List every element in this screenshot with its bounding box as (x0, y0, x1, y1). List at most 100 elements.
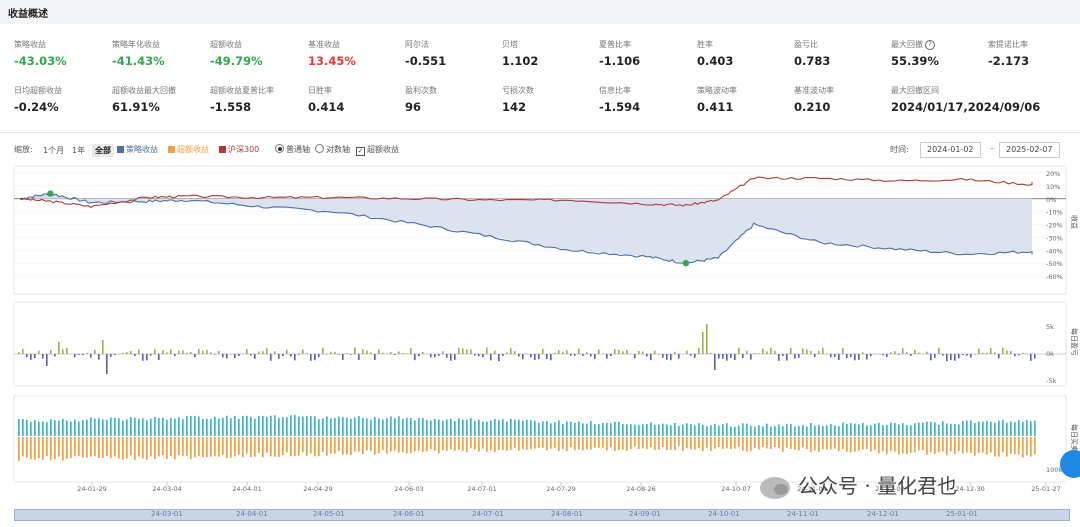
pnl-bar (594, 354, 596, 359)
metric-9: 最大回撤? 55.39% (891, 39, 989, 68)
buy-bar (818, 424, 820, 436)
sell-bar (526, 437, 528, 450)
metric-label: 策略波动率 (697, 86, 737, 95)
sell-bar (290, 437, 292, 457)
sell-bar (282, 437, 284, 456)
range-navigator[interactable]: 24-03-01 24-04-01 24-05-01 24-06-01 24-07-01… (14, 509, 1070, 521)
sell-bar (214, 437, 216, 457)
sell-bar (398, 437, 400, 453)
axis-log-radio[interactable]: 对数轴 (315, 144, 350, 155)
sell-bar (458, 437, 460, 450)
buy-bar (642, 424, 644, 436)
sell-bar (886, 437, 888, 454)
zoom-all-button[interactable]: 全部 (92, 144, 114, 157)
buy-bar (758, 425, 760, 436)
navigator-tick-label: 24-05-01 (313, 510, 345, 518)
sell-bar (914, 437, 916, 453)
pnl-bar (678, 354, 680, 359)
buy-bar (802, 424, 804, 436)
buy-bar (466, 419, 468, 436)
legend-excess[interactable]: 超额收益 (168, 144, 209, 155)
sell-bar (42, 437, 44, 460)
sell-bar (938, 437, 940, 453)
pnl-bar (370, 352, 372, 354)
pnl-bar (862, 352, 864, 354)
pnl-bar (646, 354, 648, 357)
buy-bar (414, 420, 416, 436)
buy-bar (386, 418, 388, 436)
date-to-input[interactable]: 2025-02-07 (999, 142, 1060, 158)
sell-bar (898, 437, 900, 455)
buy-bar (638, 424, 640, 436)
chat-float-button[interactable] (1060, 450, 1080, 478)
sell-bar (478, 437, 480, 452)
pnl-bar (518, 354, 520, 357)
sell-bar (206, 437, 208, 457)
metric-10: 索提诺比率 -2.173 (988, 39, 1080, 68)
pnl-bar (1022, 353, 1024, 354)
sell-bar (450, 437, 452, 450)
zoom-1y-button[interactable]: 1年 (72, 146, 86, 155)
buy-bar (518, 419, 520, 436)
buy-bar (890, 422, 892, 436)
pnl-bar (778, 354, 780, 361)
buy-bar (598, 424, 600, 436)
sell-bar (238, 437, 240, 455)
excess-checkbox[interactable]: ✓ 超额收益 (356, 144, 399, 156)
legend-strategy[interactable]: 策略收益 (117, 144, 158, 155)
sell-bar (782, 437, 784, 452)
metric-11: 日均超额收益 -0.24% (14, 85, 112, 114)
buy-bar (418, 417, 420, 436)
pnl-bar (582, 354, 584, 356)
metric-2: 超额收益 -49.79% (210, 39, 308, 68)
help-icon[interactable]: ? (925, 39, 935, 50)
sell-bar (590, 437, 592, 450)
sell-bar (70, 437, 72, 459)
y-tick-label: -10% (1046, 209, 1063, 217)
sell-bar (674, 437, 676, 451)
buy-bar (1030, 421, 1032, 436)
pnl-bar (466, 349, 468, 354)
pnl-bar (822, 347, 824, 354)
legend-benchmark[interactable]: 沪深300 (219, 144, 259, 155)
metric-1: 策略年化收益 -41.43% (112, 39, 210, 68)
pnl-bar (606, 354, 608, 359)
sell-bar (102, 437, 104, 458)
buy-bar (666, 424, 668, 436)
pnl-bar (166, 352, 168, 354)
sell-bar (118, 437, 120, 459)
buy-bar (390, 416, 392, 436)
sell-bar (890, 437, 892, 451)
sell-bar (622, 437, 624, 450)
sell-bar (774, 437, 776, 448)
pnl-bar (122, 352, 124, 354)
buy-bar (274, 415, 276, 436)
zoom-1m-button[interactable]: 1个月 (43, 146, 65, 155)
pnl-bar (302, 349, 304, 354)
buy-bar (446, 419, 448, 436)
buy-bar (718, 425, 720, 436)
x-tick-label: 24-10-07 (721, 485, 751, 493)
buy-bar (738, 425, 740, 436)
metric-value: -1.106 (599, 54, 641, 68)
pnl-bar (722, 354, 724, 359)
sell-bar (78, 437, 80, 456)
sell-bar (754, 437, 756, 449)
axis-normal-radio[interactable]: 普通轴 (275, 144, 310, 155)
buy-bar (46, 422, 48, 436)
pnl-bar (1006, 350, 1008, 354)
sell-bar (342, 437, 344, 455)
pnl-bar (962, 354, 964, 355)
pnl-bar (842, 348, 844, 354)
sell-bar (786, 437, 788, 448)
pnl-bar (698, 348, 700, 354)
metric-value: 0.783 (794, 54, 831, 68)
buy-bar (874, 423, 876, 436)
buy-bar (610, 423, 612, 436)
buy-bar (790, 423, 792, 436)
buy-bar (534, 420, 536, 436)
date-from-input[interactable]: 2024-01-02 (920, 142, 981, 158)
pnl-bar (66, 347, 68, 354)
buy-bar (554, 422, 556, 436)
sell-bar (302, 437, 304, 453)
